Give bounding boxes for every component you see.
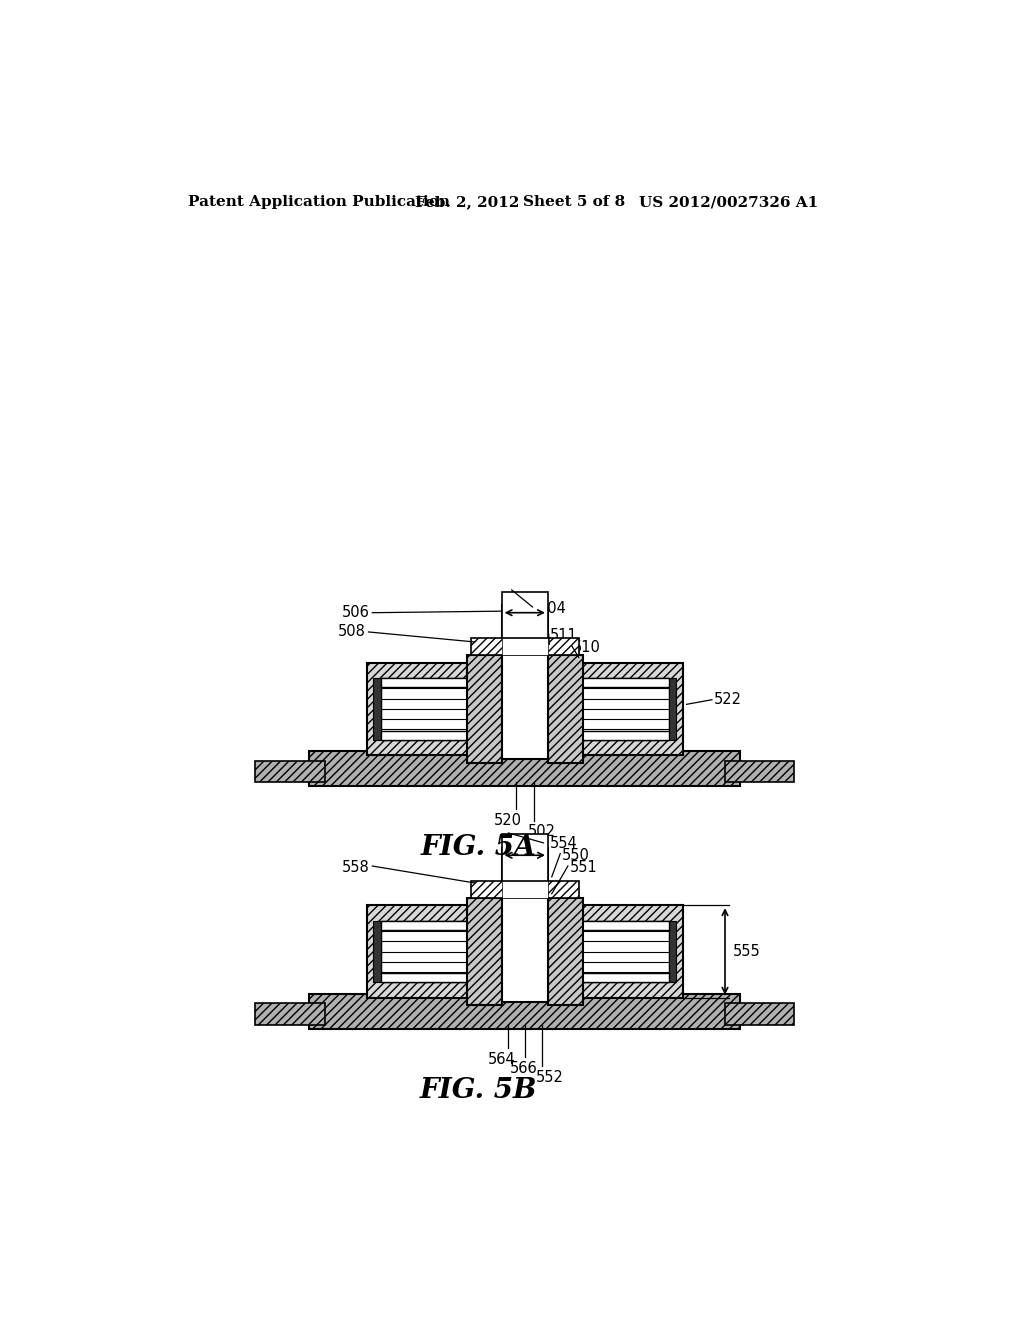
Bar <box>502 880 548 898</box>
Bar <box>373 678 381 739</box>
Bar <box>381 921 484 929</box>
Text: 511: 511 <box>550 628 578 643</box>
Bar <box>381 973 484 982</box>
Bar <box>471 638 579 655</box>
Text: 552: 552 <box>536 1071 563 1085</box>
Bar <box>502 605 548 759</box>
Text: 551: 551 <box>569 861 597 875</box>
Text: FIG. 5A: FIG. 5A <box>421 834 537 861</box>
Text: 512: 512 <box>554 706 582 721</box>
Bar <box>255 760 325 781</box>
Bar <box>381 921 484 982</box>
Bar <box>565 678 669 739</box>
Bar <box>255 1003 325 1024</box>
Bar <box>725 760 795 781</box>
Bar <box>467 898 502 1006</box>
Bar <box>381 730 484 739</box>
Bar <box>484 678 492 739</box>
Bar <box>548 898 583 1006</box>
Bar <box>548 655 583 763</box>
Bar <box>381 678 484 739</box>
Bar <box>467 655 502 763</box>
Text: 542: 542 <box>554 958 582 973</box>
Text: Patent Application Publication: Patent Application Publication <box>188 195 451 210</box>
Text: 520: 520 <box>494 813 522 828</box>
Bar <box>484 921 492 982</box>
Bar <box>558 678 565 739</box>
Bar <box>725 1003 795 1024</box>
Text: US 2012/0027326 A1: US 2012/0027326 A1 <box>639 195 818 210</box>
Text: Sheet 5 of 8: Sheet 5 of 8 <box>523 195 626 210</box>
Bar <box>565 678 669 688</box>
Text: 550: 550 <box>562 847 590 863</box>
Bar <box>669 678 677 739</box>
Bar <box>309 994 740 1028</box>
Text: 522: 522 <box>714 692 741 708</box>
Bar <box>565 921 669 929</box>
Bar <box>373 921 381 982</box>
Bar <box>381 678 484 688</box>
Bar <box>309 751 740 785</box>
Bar <box>502 638 548 655</box>
Text: 510: 510 <box>573 640 601 655</box>
Bar <box>502 591 548 638</box>
Text: 506: 506 <box>341 605 370 620</box>
Bar <box>558 921 565 982</box>
Text: 508: 508 <box>338 624 366 639</box>
Text: 504: 504 <box>539 602 566 616</box>
Bar <box>367 663 498 755</box>
Text: FIG. 5B: FIG. 5B <box>420 1077 538 1104</box>
Bar <box>367 906 498 998</box>
Text: 564: 564 <box>487 1052 515 1067</box>
Bar <box>502 834 548 880</box>
Bar <box>565 921 669 982</box>
Bar <box>565 730 669 739</box>
Bar <box>552 906 683 998</box>
Bar <box>669 921 677 982</box>
Text: 558: 558 <box>342 861 370 875</box>
Text: Feb. 2, 2012: Feb. 2, 2012 <box>416 195 520 210</box>
Text: 555: 555 <box>733 944 761 960</box>
Bar <box>552 663 683 755</box>
Text: 554: 554 <box>550 836 578 851</box>
Text: 502: 502 <box>527 825 556 840</box>
Bar <box>471 880 579 898</box>
Text: 566: 566 <box>509 1061 538 1076</box>
Bar <box>565 973 669 982</box>
Bar <box>502 847 548 1002</box>
